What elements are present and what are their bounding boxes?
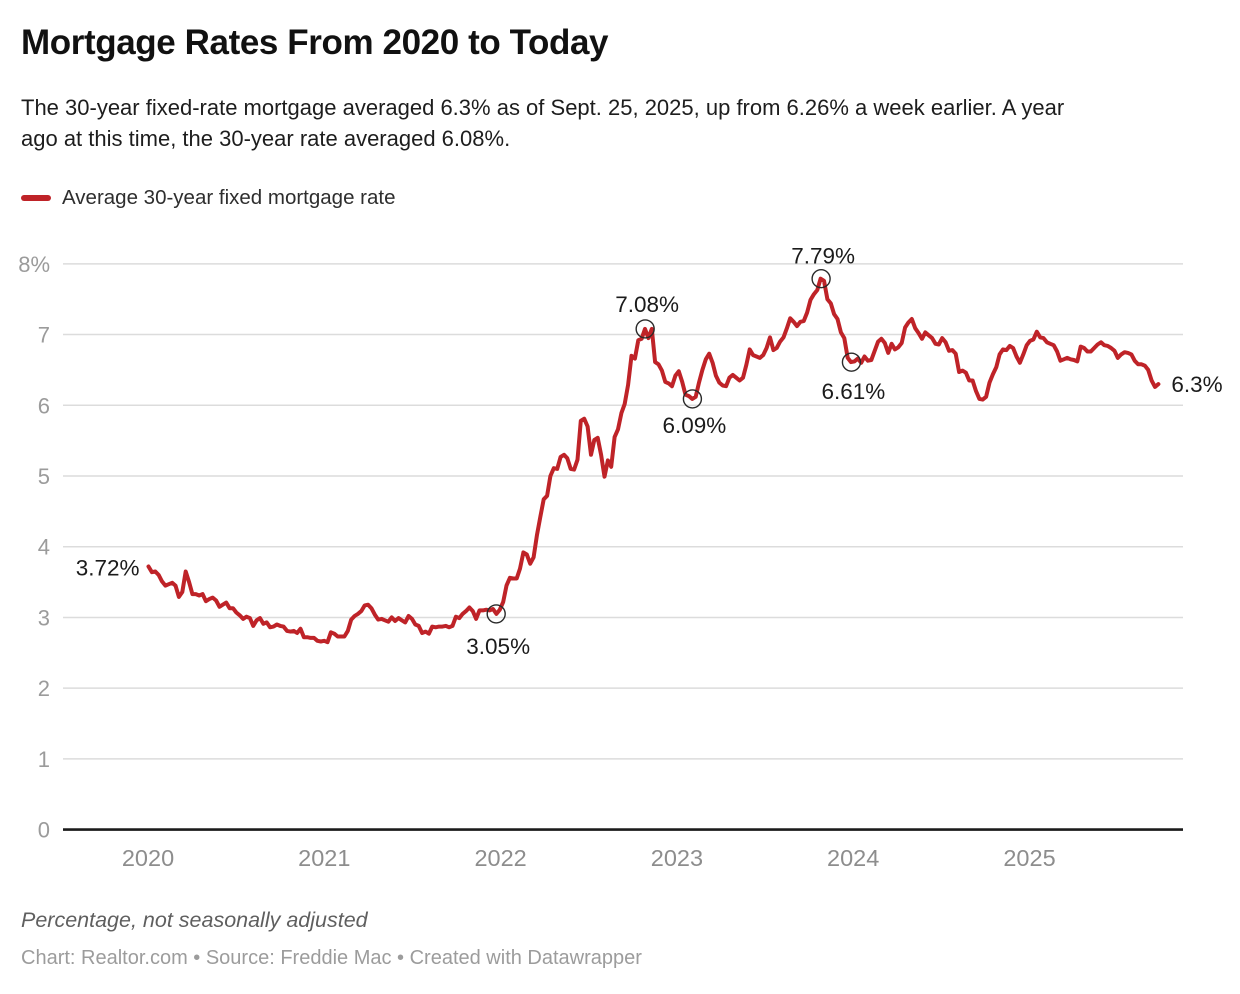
chart-title: Mortgage Rates From 2020 to Today: [21, 23, 609, 62]
annotation-label: 3.05%: [466, 634, 530, 659]
y-tick-label: 8%: [18, 252, 50, 277]
y-tick-label: 6: [38, 393, 50, 418]
legend-line-swatch: [21, 195, 51, 201]
x-tick-label: 2020: [122, 845, 174, 871]
rate-line: [146, 276, 1161, 645]
y-tick-label: 7: [38, 323, 50, 348]
annotation-circle: [682, 389, 703, 409]
annotation-circle: [811, 268, 831, 289]
x-tick-label: 2022: [474, 845, 526, 871]
x-tick-label: 2023: [651, 845, 703, 871]
y-tick-label: 5: [38, 464, 50, 489]
y-tick-label: 1: [38, 747, 50, 772]
y-tick-label: 4: [38, 535, 50, 560]
annotation-label: 6.61%: [822, 379, 886, 404]
x-tick-label: 2024: [827, 845, 879, 871]
annotation-label: 6.3%: [1171, 372, 1222, 397]
credits-line: Chart: Realtor.com • Source: Freddie Mac…: [21, 947, 642, 969]
chart-subtitle: The 30-year fixed-rate mortgage averaged…: [21, 95, 1065, 151]
legend-series-label: Average 30-year fixed mortgage rate: [62, 186, 396, 209]
annotation-label: 6.09%: [663, 413, 727, 438]
annotation-circle: [486, 604, 506, 624]
annotation-circle: [841, 352, 862, 372]
annotation-label: 7.08%: [615, 292, 679, 317]
y-tick-label: 0: [38, 818, 50, 843]
chart-footnote: Percentage, not seasonally adjusted: [21, 908, 368, 932]
annotation-label: 3.72%: [76, 556, 140, 581]
y-tick-label: 2: [38, 676, 50, 701]
y-tick-label: 3: [38, 605, 50, 630]
x-tick-label: 2025: [1003, 845, 1055, 871]
x-tick-label: 2021: [298, 845, 350, 871]
annotation-label: 7.79%: [791, 244, 855, 269]
legend: Average 30-year fixed mortgage rate: [21, 185, 396, 211]
annotation-circle: [635, 319, 655, 339]
